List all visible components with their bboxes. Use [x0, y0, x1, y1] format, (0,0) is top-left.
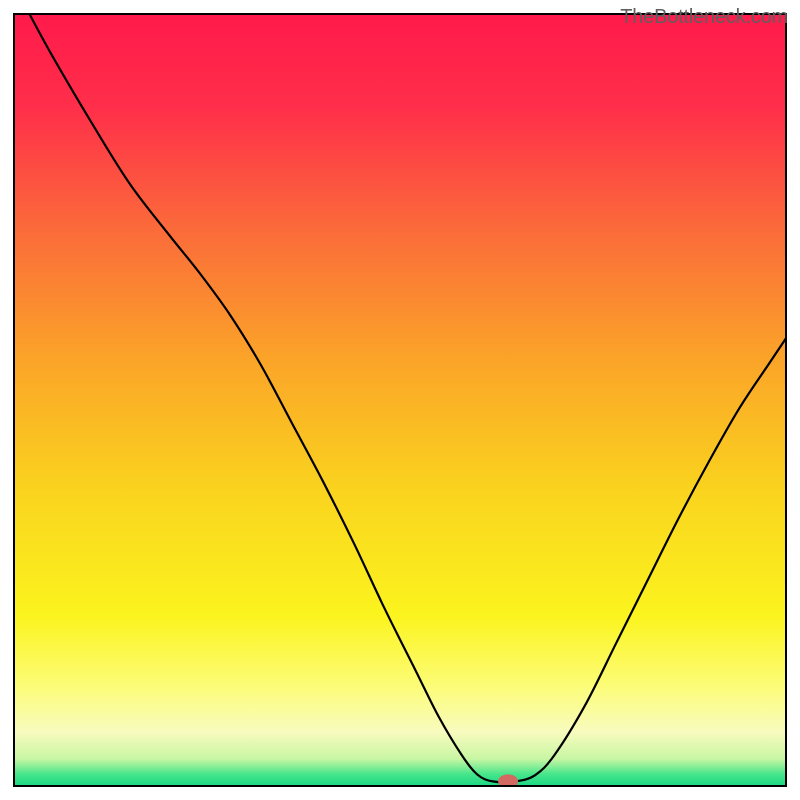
- bottleneck-chart: TheBottleneck.com: [0, 0, 800, 800]
- watermark-text: TheBottleneck.com: [620, 6, 788, 29]
- chart-svg: [0, 0, 800, 800]
- chart-background: [14, 14, 786, 786]
